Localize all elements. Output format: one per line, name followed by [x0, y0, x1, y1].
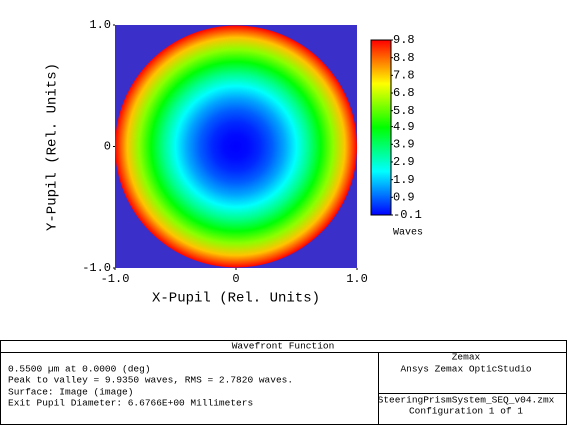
- colorbar-tick-label: 1.9: [393, 173, 415, 187]
- info-title: Wavefront Function: [232, 341, 335, 352]
- colorbar: [370, 39, 392, 216]
- colorbar-tick-label: 9.8: [393, 33, 415, 47]
- info-line: Surface: Image (image): [8, 387, 133, 398]
- x-tick-label: 1.0: [346, 272, 368, 286]
- y-axis-label: Y-Pupil (Rel. Units): [45, 63, 61, 231]
- configuration: Configuration 1 of 1: [409, 406, 523, 417]
- file-name: SteeringPrismSystem_SEQ_v04.zmx: [378, 395, 555, 406]
- colorbar-tick-label: 2.9: [393, 155, 415, 169]
- info-line: 0.5500 µm at 0.0000 (deg): [8, 364, 151, 375]
- colorbar-tick-label: 4.9: [393, 120, 415, 134]
- wavefront: [115, 25, 357, 268]
- info-line: Peak to valley = 9.9350 waves, RMS = 2.7…: [8, 375, 293, 386]
- colorbar-tick-label: -0.1: [393, 208, 422, 222]
- info-line: Exit Pupil Diameter: 6.6766E+00 Millimet…: [8, 398, 253, 409]
- y-tick-label: -1.0: [82, 261, 111, 275]
- colorbar-tick-label: 0.9: [393, 190, 415, 204]
- colorbar-tick-label: 5.8: [393, 104, 415, 118]
- x-axis-label: X-Pupil (Rel. Units): [152, 291, 320, 307]
- colorbar-tick-label: 3.9: [393, 137, 415, 151]
- y-tick-label: 0: [104, 140, 111, 154]
- x-tick-label: 0: [232, 272, 239, 286]
- product: Ansys Zemax OpticStudio: [400, 364, 531, 375]
- company: Zemax: [452, 352, 481, 363]
- y-tick-label: 1.0: [89, 18, 111, 32]
- colorbar-tick-label: 6.8: [393, 86, 415, 100]
- colorbar-tick-label: 7.8: [393, 69, 415, 83]
- colorbar-tick-label: 8.8: [393, 51, 415, 65]
- info-box: Wavefront Function 0.5500 µm at 0.0000 (…: [0, 340, 567, 425]
- colorbar-label: Waves: [393, 228, 423, 239]
- x-tick-label: -1.0: [101, 272, 130, 286]
